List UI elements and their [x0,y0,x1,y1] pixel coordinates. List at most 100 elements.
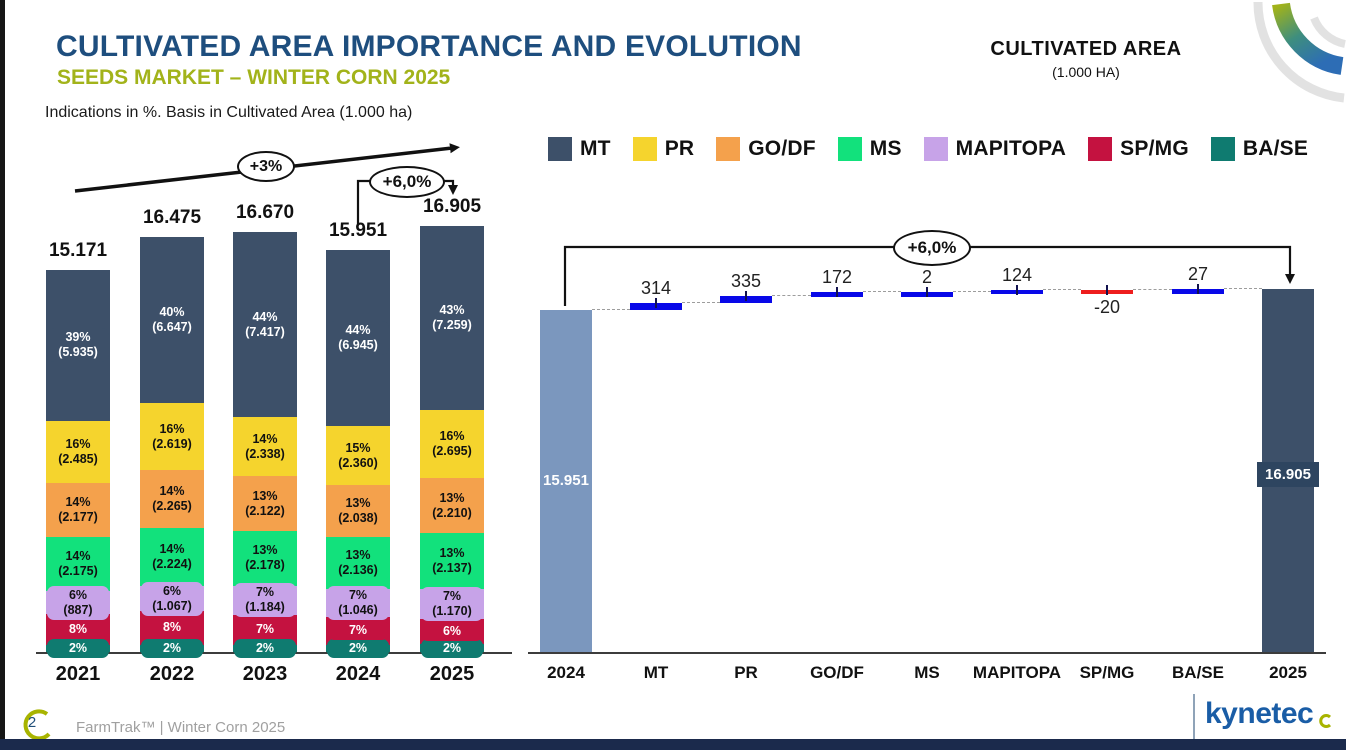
legend-label: MAPITOPA [955,137,1067,160]
waterfall-whisker [1197,284,1199,295]
legend-label: PR [664,137,695,160]
waterfall-connector [863,291,901,293]
waterfall-delta-label: 335 [730,271,762,292]
legend-item: SP/MG [1088,137,1189,161]
legend-item: PR [632,137,695,161]
legend-swatch [923,137,948,161]
category-label: GO/DF [810,663,864,682]
segment-label: 15% (2.360) [327,438,389,473]
waterfall-whisker [1106,284,1108,295]
segment-label: 13% (2.210) [421,488,483,523]
waterfall-delta-label: 27 [1187,264,1209,285]
brand-divider [1193,694,1195,740]
legend-swatch [837,137,862,161]
segment-label: 6% [421,621,483,641]
segment-label: 44% (7.417) [234,307,296,342]
segment-label: 16% (2.485) [47,434,109,469]
legend-swatch [1210,137,1235,161]
corner-arcs-logo [1253,1,1346,103]
page-number-arc [23,709,51,741]
segment-label: 8% [141,618,203,638]
waterfall-whisker [1016,284,1018,295]
segment-label: 2% [47,639,109,659]
right-header-unit: (1.000 HA) [1052,64,1120,80]
bottom-bar [0,739,1346,750]
category-label: 2025 [429,663,475,685]
bar-total-label: 15.951 [328,220,388,242]
right-header-title: CULTIVATED AREA [990,38,1182,60]
category-label: MAPITOPA [972,663,1062,682]
segment-label: 13% (2.137) [421,544,483,579]
brand-logo: kynetec [1205,697,1314,730]
category-label: MS [914,663,940,682]
legend-swatch [1088,137,1113,161]
waterfall-whisker [836,287,838,298]
legend-item: MS [837,137,902,161]
legend-label: MS [869,137,902,160]
segment-label: 2% [234,638,296,658]
waterfall-whisker [926,287,928,298]
legend-label: GO/DF [748,137,816,160]
segment-label: 6% (887) [47,585,109,620]
category-label: 2023 [242,663,288,685]
segment-label: 14% (2.177) [47,492,109,527]
waterfall-connector [682,302,720,304]
segment-label: 14% (2.224) [141,540,203,575]
segment-label: 14% (2.338) [234,429,296,464]
waterfall-whisker [745,291,747,302]
category-label: MT [643,663,669,682]
right-header: CULTIVATED AREA (1.000 HA) [960,38,1212,80]
segment-label: 2% [327,639,389,658]
segment-label: 2% [141,638,203,658]
segment-label: 39% (5.935) [47,328,109,363]
category-label: 2025 [1269,663,1307,682]
segment-label: 7% [327,621,389,641]
legend-label: BA/SE [1242,137,1309,160]
legend-label: MT [579,137,611,160]
waterfall-connector [1043,288,1081,290]
page-subtitle: SEEDS MARKET – WINTER CORN 2025 [57,66,451,89]
legend-item: MAPITOPA [923,137,1067,161]
basis-note: Indications in %. Basis in Cultivated Ar… [45,104,413,121]
waterfall-start-bar [540,310,592,653]
segment-label: 40% (6.647) [141,303,203,338]
segment-label: 16% (2.695) [421,426,483,461]
segment-label: 13% (2.038) [327,494,389,529]
waterfall-connector [953,291,991,293]
segment-label: 7% (1.170) [421,586,483,621]
waterfall-axis [528,652,1326,654]
waterfall-delta-label: 124 [1001,264,1033,285]
bar-total-label: 16.905 [422,196,482,217]
waterfall-delta-label: 314 [640,278,672,299]
segment-label: 7% (1.046) [327,586,389,621]
segment-label: 6% (1.067) [141,581,203,616]
bar-total-label: 15.171 [48,239,108,261]
legend-item: BA/SE [1210,137,1309,161]
page-number: 2 [27,714,37,731]
segment-label: 13% (2.178) [234,541,296,576]
segment-label: 7% (1.184) [234,583,296,618]
brand-logo-accent [1319,714,1332,728]
growth-badge-6pct-waterfall: +6,0% [893,230,971,266]
bar-total-label: 16.475 [142,206,202,228]
segment-label: 16% (2.619) [141,419,203,454]
left-edge-bar [0,0,5,750]
legend-swatch [632,137,657,161]
segment-label: 44% (6.945) [327,320,389,355]
category-label: SP/MG [1079,663,1135,682]
segment-label: 8% [47,619,109,639]
category-label: 2021 [55,663,101,685]
legend-label: SP/MG [1120,137,1189,160]
bar-total-label: 16.670 [235,201,295,223]
segment-label: 2% [421,638,483,658]
waterfall-delta-label: 172 [821,267,853,288]
segment-label: 14% (2.175) [47,546,109,581]
legend: MT PR GO/DF MS MAPITOPA SP/MG BA/SE [526,137,1330,161]
category-label: 2022 [149,663,195,685]
waterfall-connector [1133,289,1172,291]
page-title: CULTIVATED AREA IMPORTANCE AND EVOLUTION [56,30,802,63]
waterfall-start-label: 15.951 [543,472,589,489]
segment-label: 13% (2.122) [234,486,296,521]
